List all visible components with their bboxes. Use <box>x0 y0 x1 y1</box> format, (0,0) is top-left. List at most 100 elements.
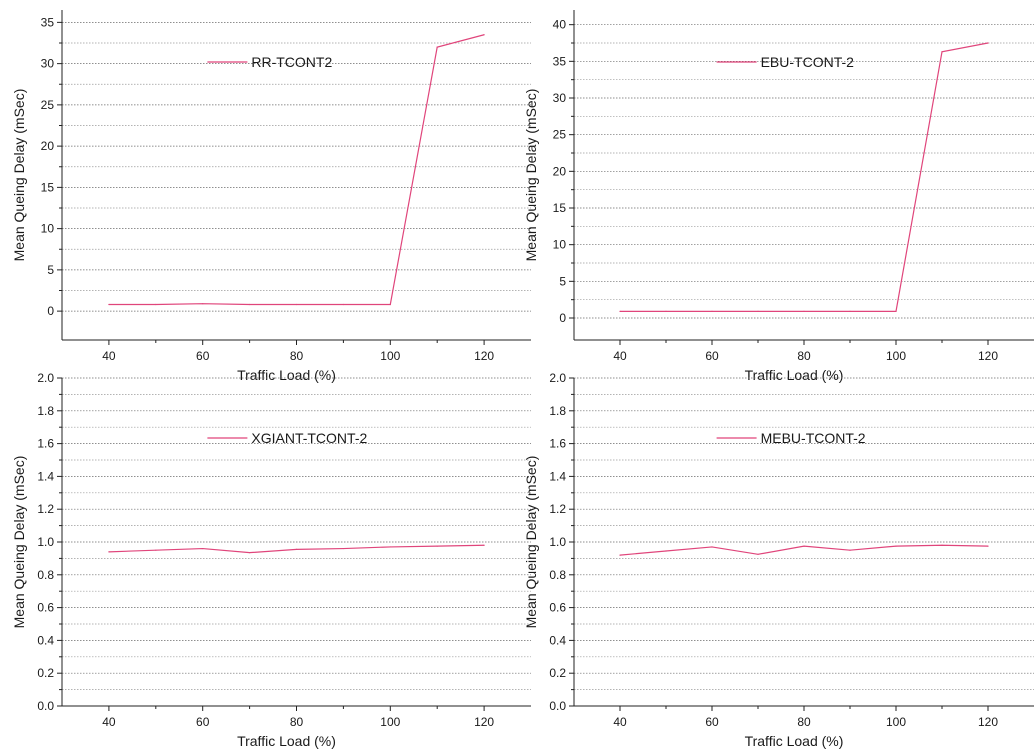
y-axis-label: Mean Queing Delay (mSec) <box>11 89 27 262</box>
y-tick-label: 0.6 <box>37 601 54 615</box>
data-point <box>436 545 438 547</box>
data-point <box>757 553 759 555</box>
y-axis-label: Mean Queing Delay (mSec) <box>11 456 27 629</box>
y-tick-label: 1.8 <box>549 404 566 418</box>
y-tick-label: 0.2 <box>37 666 54 680</box>
legend-label: RR-TCONT2 <box>251 54 332 70</box>
y-tick-label: 0.0 <box>549 699 566 713</box>
data-point <box>849 310 851 312</box>
y-tick-label: 0.4 <box>549 633 566 647</box>
y-tick-label: 0.4 <box>37 633 54 647</box>
data-point <box>483 544 485 546</box>
data-point <box>849 549 851 551</box>
y-tick-label: 15 <box>41 180 55 194</box>
chart-panel-4: 0.0 0.2 0.4 0.6 0.8 1.0 1.2 1.4 1.6 1.8 2.0 40 60 80 1… <box>523 371 1034 749</box>
x-tick-label: 120 <box>474 715 494 729</box>
data-point <box>202 303 204 305</box>
data-point <box>155 303 157 306</box>
y-tick-label: 10 <box>41 222 55 236</box>
data-point <box>619 310 621 312</box>
chart-panel-2: 0 5 10 15 20 25 30 35 40 40 60 80 100 120 Traffic Load… <box>523 10 1034 383</box>
x-tick-label: 40 <box>613 349 627 363</box>
data-point <box>342 303 344 306</box>
legend-label: XGIANT-TCONT-2 <box>251 430 367 446</box>
data-point <box>155 549 157 551</box>
x-tick-label: 100 <box>886 349 906 363</box>
y-tick-label: 0 <box>47 304 54 318</box>
y-tick-label: 1.4 <box>37 469 54 483</box>
y-tick-label: 10 <box>553 238 567 252</box>
x-tick-label: 80 <box>797 715 811 729</box>
y-axis-label: Mean Queing Delay (mSec) <box>523 89 539 262</box>
x-axis-label: Traffic Load (%) <box>237 733 336 749</box>
x-tick-label: 100 <box>886 715 906 729</box>
y-tick-label: 20 <box>553 164 567 178</box>
data-point <box>295 303 298 306</box>
y-tick-label: 2.0 <box>549 371 566 385</box>
data-point <box>202 547 204 550</box>
x-tick-label: 80 <box>290 349 304 363</box>
y-tick-label: 1.0 <box>37 535 54 549</box>
data-point <box>108 303 110 306</box>
data-point <box>665 310 667 312</box>
x-tick-label: 40 <box>102 349 116 363</box>
x-tick-label: 80 <box>290 715 304 729</box>
x-tick-label: 80 <box>797 349 811 363</box>
y-tick-label: 25 <box>553 128 567 142</box>
chart-panel-1: 0 5 10 15 20 25 30 35 40 60 80 100 120 Traffic Load (… <box>11 10 531 383</box>
series-line <box>108 34 485 306</box>
data-point <box>941 544 943 546</box>
x-tick-label: 60 <box>705 715 719 729</box>
y-tick-label: 2.0 <box>37 371 54 385</box>
x-tick-label: 60 <box>196 349 210 363</box>
y-tick-label: 5 <box>47 263 54 277</box>
x-axis-label: Traffic Load (%) <box>745 733 844 749</box>
data-point <box>665 550 667 552</box>
data-point <box>436 46 438 48</box>
chart-panel-3: 0.0 0.2 0.4 0.6 0.8 1.0 1.2 1.4 1.6 1.8 2.0 40 60 80 1… <box>11 371 531 749</box>
legend-label: MEBU-TCONT-2 <box>761 430 866 446</box>
data-point <box>249 552 251 554</box>
x-axis-label: Traffic Load (%) <box>237 367 336 383</box>
data-point <box>895 310 897 312</box>
data-point <box>483 34 485 36</box>
data-point <box>389 546 391 548</box>
y-tick-label: 0.8 <box>37 568 54 582</box>
data-point <box>987 42 989 44</box>
y-tick-label: 1.2 <box>549 502 566 516</box>
x-tick-label: 60 <box>196 715 210 729</box>
y-tick-label: 1.8 <box>37 404 54 418</box>
x-tick-label: 100 <box>380 715 400 729</box>
y-tick-label: 1.4 <box>549 469 566 483</box>
x-tick-label: 60 <box>705 349 719 363</box>
data-point <box>389 303 391 306</box>
y-tick-label: 20 <box>41 139 55 153</box>
y-tick-label: 0.2 <box>549 666 566 680</box>
data-point <box>711 546 713 548</box>
y-tick-label: 0.0 <box>37 699 54 713</box>
data-point <box>895 545 897 547</box>
data-point <box>941 51 943 53</box>
data-point <box>711 310 713 312</box>
y-tick-label: 15 <box>553 201 567 215</box>
x-tick-label: 100 <box>380 349 400 363</box>
data-point <box>342 547 344 550</box>
y-tick-label: 5 <box>559 274 566 288</box>
data-point <box>987 545 989 547</box>
y-tick-label: 40 <box>553 18 567 32</box>
y-tick-label: 35 <box>41 15 55 29</box>
x-tick-label: 120 <box>978 349 998 363</box>
y-tick-label: 30 <box>553 91 567 105</box>
y-tick-label: 1.6 <box>549 437 566 451</box>
y-tick-label: 1.2 <box>37 502 54 516</box>
data-point <box>757 310 759 312</box>
data-point <box>803 310 805 312</box>
data-point <box>619 554 621 556</box>
y-tick-label: 35 <box>553 54 567 68</box>
y-axis-label: Mean Queing Delay (mSec) <box>523 456 539 629</box>
y-tick-label: 0.8 <box>549 568 566 582</box>
x-axis-label: Traffic Load (%) <box>745 367 844 383</box>
data-point <box>295 548 298 550</box>
y-tick-label: 1.6 <box>37 437 54 451</box>
